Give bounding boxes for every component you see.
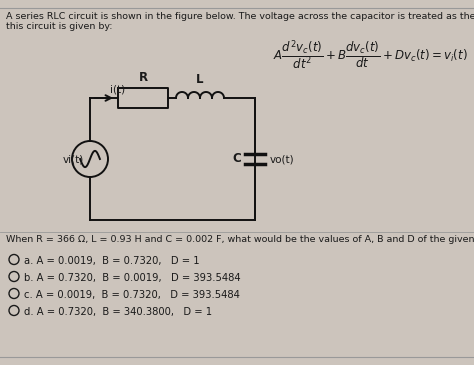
Text: d. A = 0.7320,  B = 340.3800,   D = 1: d. A = 0.7320, B = 340.3800, D = 1 bbox=[24, 307, 212, 317]
Text: vo(t): vo(t) bbox=[270, 154, 295, 164]
Text: c. A = 0.0019,  B = 0.7320,   D = 393.5484: c. A = 0.0019, B = 0.7320, D = 393.5484 bbox=[24, 290, 240, 300]
Text: R: R bbox=[138, 71, 147, 84]
Text: i(t): i(t) bbox=[110, 84, 125, 94]
Text: a. A = 0.0019,  B = 0.7320,   D = 1: a. A = 0.0019, B = 0.7320, D = 1 bbox=[24, 256, 200, 266]
Text: $A\dfrac{d^2v_c(t)}{dt^2} + B\dfrac{dv_c(t)}{dt} + Dv_c(t) = v_i(t)$: $A\dfrac{d^2v_c(t)}{dt^2} + B\dfrac{dv_c… bbox=[273, 38, 467, 72]
Text: C: C bbox=[232, 153, 241, 165]
Text: this circuit is given by:: this circuit is given by: bbox=[6, 22, 112, 31]
Text: b. A = 0.7320,  B = 0.0019,   D = 393.5484: b. A = 0.7320, B = 0.0019, D = 393.5484 bbox=[24, 273, 241, 283]
Text: A series RLC circuit is shown in the figure below. The voltage across the capaci: A series RLC circuit is shown in the fig… bbox=[6, 12, 474, 21]
Text: L: L bbox=[196, 73, 204, 86]
Text: vi(t): vi(t) bbox=[63, 154, 84, 164]
Text: When R = 366 Ω, L = 0.93 H and C = 0.002 F, what would be the values of A, B and: When R = 366 Ω, L = 0.93 H and C = 0.002… bbox=[6, 235, 474, 244]
